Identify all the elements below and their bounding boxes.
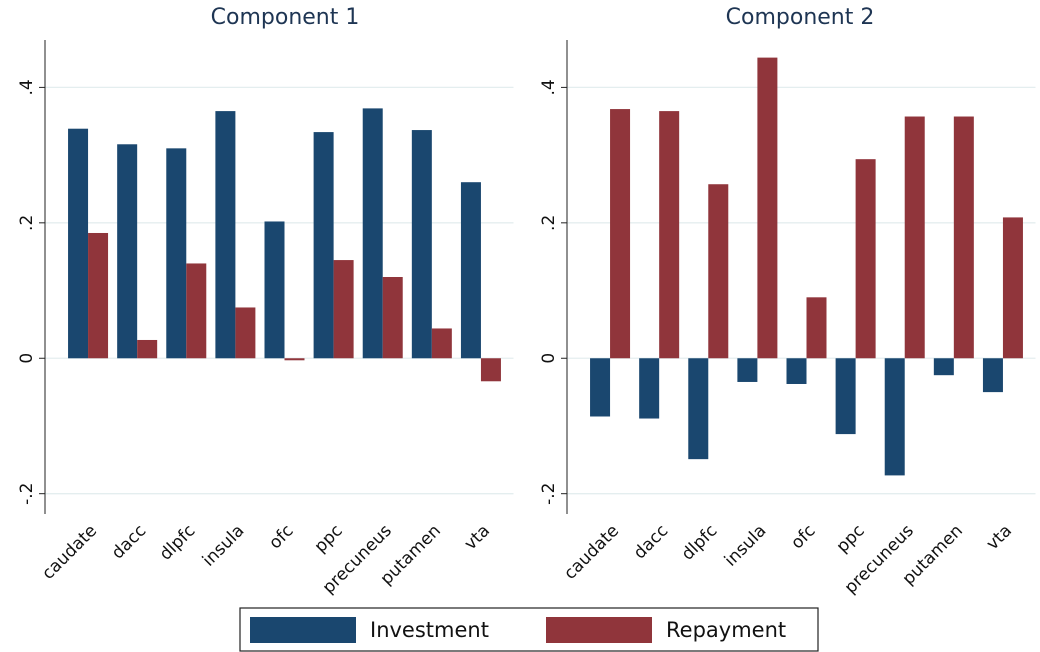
bar (639, 358, 660, 419)
bar (1002, 217, 1023, 359)
bar (166, 148, 187, 359)
bar (137, 339, 158, 359)
y-tick-label: .4 (539, 79, 559, 95)
bar (904, 116, 925, 359)
bar (953, 116, 974, 359)
bar (186, 263, 207, 359)
chart-title: Component 2 (726, 5, 875, 30)
legend-swatch (546, 617, 652, 643)
bar (884, 358, 905, 476)
bar (362, 108, 383, 359)
bar (757, 57, 778, 359)
bar (264, 221, 285, 359)
bar (835, 358, 856, 435)
y-tick-label: -.2 (17, 483, 37, 505)
bar (215, 111, 236, 359)
bar (708, 184, 729, 359)
bar (659, 111, 680, 359)
legend-swatch (250, 617, 356, 643)
legend-label: Investment (370, 618, 489, 642)
y-tick-label: .4 (17, 79, 37, 95)
bar (786, 358, 807, 384)
y-tick-label: 0 (17, 353, 37, 364)
bar (411, 130, 432, 359)
bar (313, 132, 334, 359)
bar (460, 182, 481, 359)
bar (590, 358, 611, 417)
y-tick-label: .2 (539, 215, 559, 231)
bar (480, 358, 501, 382)
y-tick-label: 0 (539, 353, 559, 364)
bar (933, 358, 954, 376)
bar (68, 128, 89, 359)
legend-label: Repayment (666, 618, 786, 642)
bar (982, 358, 1003, 393)
bar (333, 260, 354, 359)
y-tick-label: -.2 (539, 483, 559, 505)
bar (117, 144, 138, 359)
bar (382, 277, 403, 359)
bar (284, 358, 305, 361)
bar (88, 232, 109, 359)
bar (806, 297, 827, 359)
bar (610, 109, 631, 359)
y-tick-label: .2 (17, 215, 37, 231)
bar (688, 358, 709, 460)
bar (855, 159, 876, 359)
bar (737, 358, 758, 382)
chart-title: Component 1 (211, 5, 360, 30)
bar (431, 328, 452, 359)
bar (235, 307, 256, 359)
